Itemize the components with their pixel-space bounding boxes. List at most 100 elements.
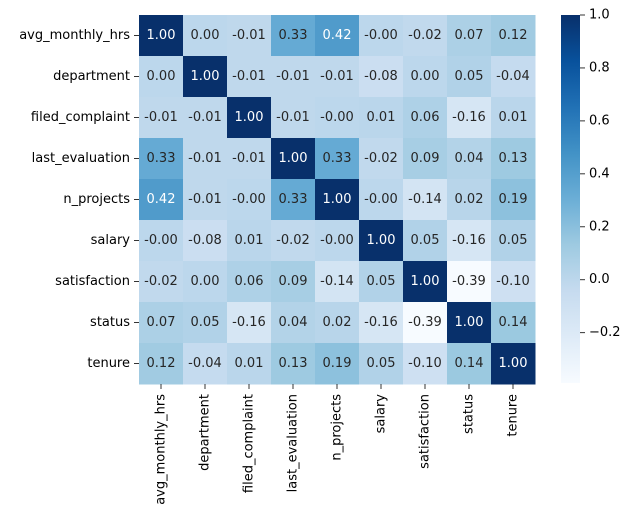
cell-value-label: 0.02 [323, 315, 352, 330]
heatmap-cell [403, 302, 448, 344]
colorbar: 1.0 0.8 0.6 0.4 0.2 0.0 −0.2 [561, 8, 621, 383]
heatmap-cell [183, 220, 228, 262]
heatmap-cell [183, 56, 228, 98]
cell-value-label: 0.33 [323, 151, 352, 166]
heatmap-cell [227, 179, 272, 221]
heatmap-cell [227, 56, 272, 98]
heatmap-cell [183, 15, 228, 57]
heatmap-cell [183, 179, 228, 221]
cell-value-label: 0.05 [455, 69, 484, 84]
heatmap-cell [139, 56, 184, 98]
cell-value-label: 0.12 [147, 356, 176, 371]
heatmap-cell [403, 220, 448, 262]
cell-value-label: 1.00 [411, 274, 440, 289]
x-tick-label: avg_monthly_hrs [154, 394, 169, 505]
heatmap-cell [315, 261, 360, 303]
cell-value-label: 0.14 [499, 315, 528, 330]
heatmap-cell [315, 97, 360, 139]
cell-value-label: 0.09 [411, 151, 440, 166]
heatmap-cell [271, 56, 316, 98]
cell-value-label: 0.01 [235, 233, 264, 248]
cell-value-label: -0.00 [364, 192, 398, 207]
cell-value-label: 1.00 [367, 233, 396, 248]
cell-value-label: 1.00 [323, 192, 352, 207]
heatmap-cell [227, 15, 272, 57]
cell-value-label: 0.04 [455, 151, 484, 166]
cell-value-label: -0.00 [320, 233, 354, 248]
cell-value-label: 0.19 [323, 356, 352, 371]
heatmap-cell [183, 97, 228, 139]
heatmap-cell [359, 97, 404, 139]
heatmap-cell [315, 179, 360, 221]
cell-value-label: -0.16 [452, 233, 486, 248]
heatmap-cell [447, 302, 492, 344]
cell-value-label: -0.01 [188, 192, 222, 207]
cell-value-label: -0.16 [452, 110, 486, 125]
cell-value-label: 0.05 [499, 233, 528, 248]
heatmap-cell [315, 343, 360, 385]
heatmap-cell [359, 56, 404, 98]
heatmap-cell [183, 343, 228, 385]
cell-value-label: 0.00 [411, 69, 440, 84]
heatmap-cell [403, 15, 448, 57]
cell-value-label: -0.14 [320, 274, 354, 289]
heatmap-cell [271, 220, 316, 262]
y-tick-label: n_projects [63, 192, 130, 207]
heatmap-cell [447, 15, 492, 57]
heatmap-cell [491, 97, 536, 139]
cell-value-label: 0.05 [411, 233, 440, 248]
heatmap-cell [447, 179, 492, 221]
cell-value-label: -0.01 [320, 69, 354, 84]
x-tick-label: status [462, 394, 477, 434]
cell-value-label: 0.42 [323, 28, 352, 43]
cell-value-label: -0.08 [188, 233, 222, 248]
heatmap-cell [491, 15, 536, 57]
cell-value-label: -0.39 [408, 315, 442, 330]
cell-value-label: 0.04 [279, 315, 308, 330]
heatmap-cell [139, 343, 184, 385]
colorbar-tick-label: 0.8 [589, 60, 610, 75]
cell-value-label: 1.00 [499, 356, 528, 371]
heatmap-cells [139, 15, 536, 385]
cell-value-label: 0.13 [499, 151, 528, 166]
heatmap-cell [403, 56, 448, 98]
heatmap-cell [227, 302, 272, 344]
heatmap-cell [359, 138, 404, 180]
heatmap-cell [315, 220, 360, 262]
heatmap-cell [447, 343, 492, 385]
heatmap-cell [491, 302, 536, 344]
cell-value-label: -0.02 [144, 274, 178, 289]
heatmap-cell [227, 97, 272, 139]
colorbar-tick-label: 0.6 [589, 113, 610, 128]
cell-value-label: 0.00 [191, 274, 220, 289]
cell-value-label: -0.10 [408, 356, 442, 371]
heatmap-cell [403, 261, 448, 303]
y-tick-label: avg_monthly_hrs [19, 28, 130, 43]
heatmap-cell [271, 138, 316, 180]
y-tick-label: tenure [87, 356, 130, 371]
cell-value-label: 0.05 [367, 274, 396, 289]
heatmap-cell [359, 15, 404, 57]
heatmap-cell [491, 138, 536, 180]
x-tick-label: satisfaction [418, 394, 433, 469]
heatmap-cell [139, 261, 184, 303]
colorbar-gradient [561, 15, 580, 383]
colorbar-tick-label: 0.2 [589, 219, 610, 234]
cell-value-label: -0.01 [232, 69, 266, 84]
heatmap-cell [227, 138, 272, 180]
heatmap-cell [315, 138, 360, 180]
cell-value-label: -0.00 [364, 28, 398, 43]
cell-value-label: 0.19 [499, 192, 528, 207]
heatmap-cell [359, 343, 404, 385]
heatmap-cell [403, 179, 448, 221]
cell-value-label: -0.00 [232, 192, 266, 207]
colorbar-tick-label: −0.2 [589, 325, 621, 340]
x-tick-label: filed_complaint [242, 394, 257, 493]
heatmap-cell [447, 138, 492, 180]
colorbar-tick-label: 1.0 [589, 8, 610, 23]
heatmap-cell [227, 343, 272, 385]
cell-value-label: -0.01 [144, 110, 178, 125]
heatmap-cell [271, 343, 316, 385]
heatmap-cell [403, 138, 448, 180]
cell-value-label: 0.01 [235, 356, 264, 371]
